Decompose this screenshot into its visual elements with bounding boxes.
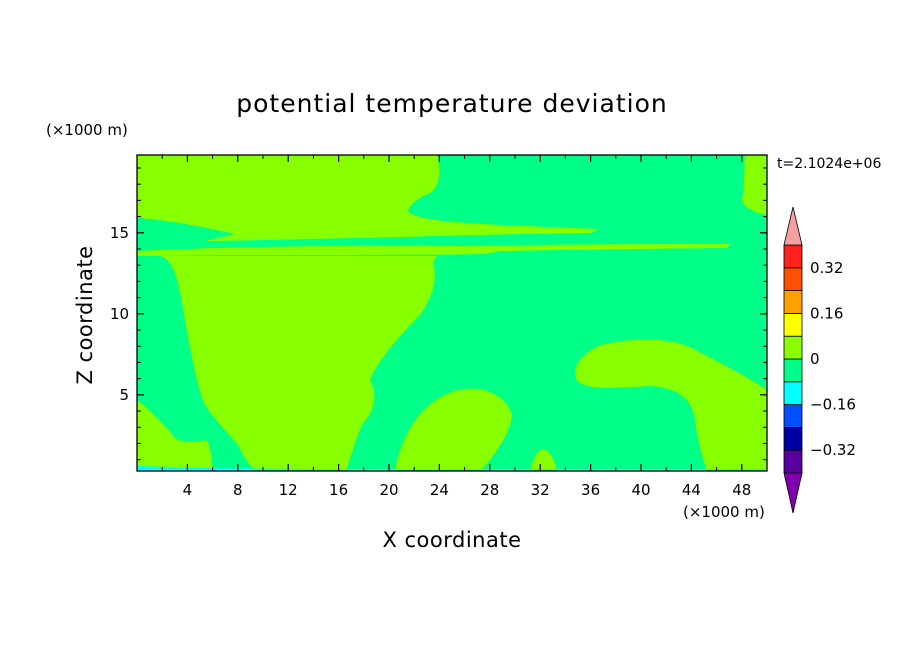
colorbar-tick-label: 0.32 xyxy=(810,259,843,277)
x-tick-label: 36 xyxy=(581,481,600,499)
plot-frame xyxy=(136,154,768,472)
colorbar-segment xyxy=(783,449,803,474)
contour-field xyxy=(137,155,767,471)
positive-strip xyxy=(137,244,730,256)
x-axis-label: X coordinate xyxy=(382,528,521,552)
y-tick-label: 15 xyxy=(110,224,129,242)
colorbar-tick-label: 0 xyxy=(810,350,820,368)
positive-right-lobe xyxy=(574,339,767,471)
x-axis-unit: (×1000 m) xyxy=(683,503,765,521)
x-tick-label: 8 xyxy=(233,481,243,499)
positive-dome xyxy=(395,388,512,471)
colorbar-segment xyxy=(783,290,803,314)
colorbar-segment xyxy=(783,335,803,360)
colorbar-segment xyxy=(783,426,803,451)
x-tick-label: 28 xyxy=(480,481,499,499)
y-tick-label: 10 xyxy=(110,305,129,323)
colorbar-segment xyxy=(783,404,803,428)
colorbar-tick-label: 0.16 xyxy=(810,304,843,322)
y-axis-unit: (×1000 m) xyxy=(46,121,128,139)
colorbar: 0.32 0.16 0 −0.16 −0.32 xyxy=(783,206,856,514)
x-tick-label: 4 xyxy=(183,481,193,499)
x-tick-label: 32 xyxy=(531,481,550,499)
x-tick-label: 16 xyxy=(329,481,348,499)
bottom-edge-band xyxy=(137,466,767,471)
colorbar-tick-label: −0.16 xyxy=(810,396,856,414)
colorbar-segment xyxy=(783,358,803,383)
y-tick-label: 5 xyxy=(119,386,129,404)
colorbar-over-triangle xyxy=(783,206,803,246)
colorbar-tick-label: −0.32 xyxy=(810,441,856,459)
y-axis-label: Z coordinate xyxy=(73,245,97,384)
colorbar-segment xyxy=(783,381,803,405)
positive-plume xyxy=(160,256,437,471)
colorbar-under-triangle xyxy=(783,472,803,514)
colorbar-segment xyxy=(783,267,803,291)
x-tick-label: 24 xyxy=(430,481,449,499)
positive-region-upper-left xyxy=(137,155,600,241)
time-label: t=2.1024e+06 xyxy=(777,156,881,172)
x-tick-label: 44 xyxy=(682,481,701,499)
x-tick-label: 20 xyxy=(379,481,398,499)
x-axis-ticks: 4 8 12 16 20 24 28 32 36 40 44 48 xyxy=(161,155,751,499)
positive-small-bump xyxy=(530,449,556,471)
x-tick-label: 40 xyxy=(631,481,650,499)
x-tick-label: 12 xyxy=(279,481,298,499)
colorbar-segment xyxy=(783,244,803,269)
y-axis-ticks: 5 10 15 xyxy=(110,167,767,461)
colorbar-segment xyxy=(783,312,803,337)
positive-top-right-corner xyxy=(742,155,767,215)
chart-title: potential temperature deviation xyxy=(236,89,667,118)
positive-region-left-bottom xyxy=(137,400,215,471)
x-tick-label: 48 xyxy=(732,481,751,499)
